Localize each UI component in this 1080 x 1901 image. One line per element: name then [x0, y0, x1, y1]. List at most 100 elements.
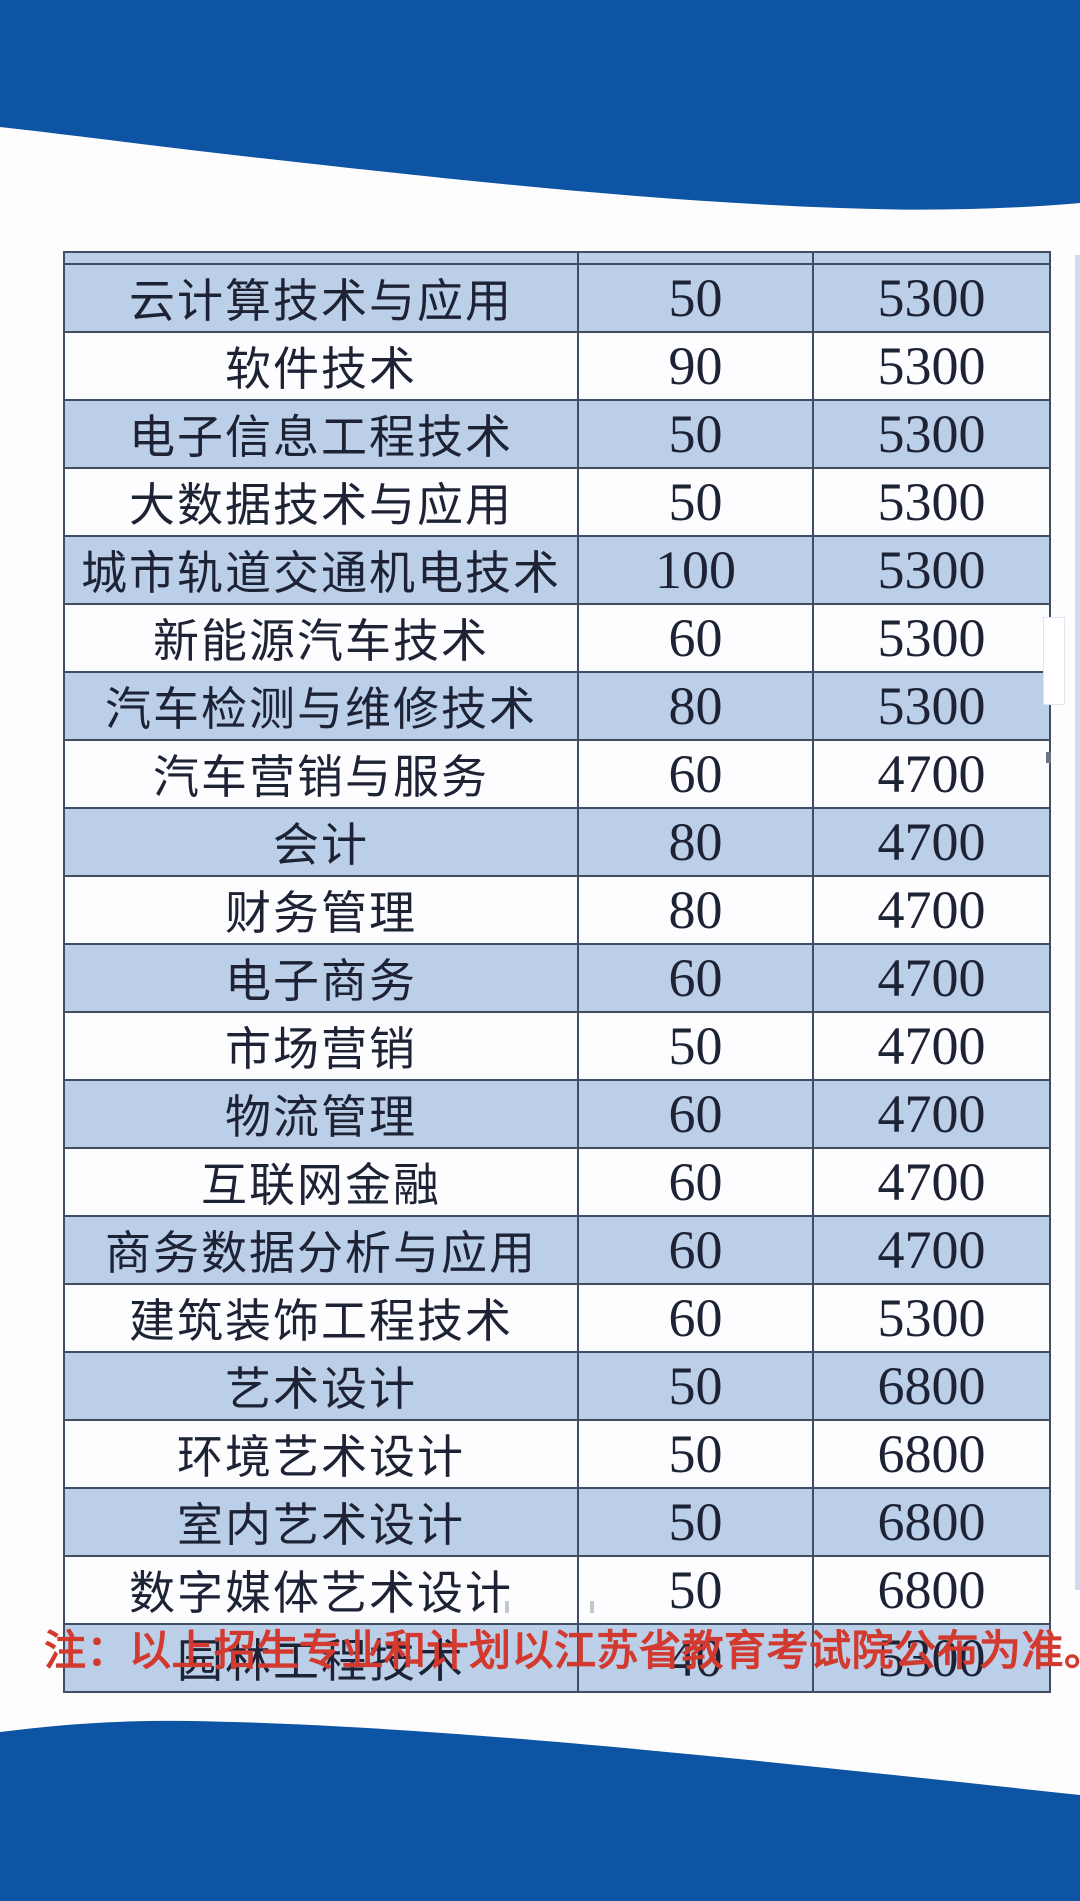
cell-planned-seats: 80 — [577, 807, 814, 877]
cell-tuition-fee: 5300 — [812, 399, 1051, 469]
cutoff-cell — [812, 251, 1051, 265]
cell-major: 云计算技术与应用 — [63, 263, 579, 333]
table-row: 新能源汽车技术 60 5300 — [63, 603, 1051, 673]
table-row: 汽车检测与维修技术 80 5300 — [63, 671, 1051, 741]
cell-planned-seats: 50 — [577, 1555, 814, 1625]
table-row: 汽车营销与服务 60 4700 — [63, 739, 1051, 809]
table-row: 软件技术 90 5300 — [63, 331, 1051, 401]
table-row: 大数据技术与应用 50 5300 — [63, 467, 1051, 537]
cell-major: 商务数据分析与应用 — [63, 1215, 579, 1285]
enrollment-table-body: 云计算技术与应用 50 5300 软件技术 90 5300 电子信息工程技术 5… — [63, 251, 1051, 1693]
note-text: 注：以上招生专业和计划以江苏省教育考试院公布为准。 — [44, 1627, 1080, 1674]
table-row: 室内艺术设计 50 6800 — [63, 1487, 1051, 1557]
artifact-dash — [505, 1601, 509, 1613]
enrollment-table: 云计算技术与应用 50 5300 软件技术 90 5300 电子信息工程技术 5… — [63, 251, 1051, 1693]
cell-planned-seats: 50 — [577, 399, 814, 469]
table-row: 电子信息工程技术 50 5300 — [63, 399, 1051, 469]
artifact-tick — [1046, 752, 1051, 763]
cell-major: 城市轨道交通机电技术 — [63, 535, 579, 605]
cell-planned-seats: 40 — [577, 1623, 814, 1693]
table-row: 互联网金融 60 4700 — [63, 1147, 1051, 1217]
cell-tuition-fee: 6800 — [812, 1419, 1051, 1489]
cell-planned-seats: 80 — [577, 671, 814, 741]
table-row: 环境艺术设计 50 6800 — [63, 1419, 1051, 1489]
table-row: 会计 80 4700 — [63, 807, 1051, 877]
cell-planned-seats: 50 — [577, 467, 814, 537]
cell-tuition-fee: 5300 — [812, 603, 1051, 673]
cell-planned-seats: 60 — [577, 1147, 814, 1217]
cell-tuition-fee: 6800 — [812, 1487, 1051, 1557]
cell-tuition-fee: 5300 — [812, 1623, 1051, 1693]
cell-tuition-fee: 6800 — [812, 1555, 1051, 1625]
bottom-banner-path — [0, 1720, 1080, 1901]
cell-major: 物流管理 — [63, 1079, 579, 1149]
cell-major: 电子商务 — [63, 943, 579, 1013]
table-row: 物流管理 60 4700 — [63, 1079, 1051, 1149]
cell-tuition-fee: 6800 — [812, 1351, 1051, 1421]
cutoff-cell — [63, 251, 579, 265]
cell-planned-seats: 60 — [577, 1079, 814, 1149]
cutoff-row — [63, 251, 1051, 265]
cell-tuition-fee: 5300 — [812, 263, 1051, 333]
cell-planned-seats: 80 — [577, 875, 814, 945]
cell-tuition-fee: 4700 — [812, 807, 1051, 877]
cell-major: 新能源汽车技术 — [63, 603, 579, 673]
cell-tuition-fee: 4700 — [812, 1079, 1051, 1149]
cell-planned-seats: 50 — [577, 1419, 814, 1489]
table-row: 园林工程技术 40 5300 — [63, 1623, 1051, 1693]
cell-planned-seats: 50 — [577, 263, 814, 333]
cell-tuition-fee: 5300 — [812, 331, 1051, 401]
cell-major: 财务管理 — [63, 875, 579, 945]
cell-tuition-fee: 5300 — [812, 1283, 1051, 1353]
cell-tuition-fee: 5300 — [812, 671, 1051, 741]
cell-major: 大数据技术与应用 — [63, 467, 579, 537]
table-row: 艺术设计 50 6800 — [63, 1351, 1051, 1421]
cutoff-cell — [577, 251, 814, 265]
cell-major: 市场营销 — [63, 1011, 579, 1081]
cell-tuition-fee: 5300 — [812, 535, 1051, 605]
table-row: 电子商务 60 4700 — [63, 943, 1051, 1013]
cell-tuition-fee: 5300 — [812, 467, 1051, 537]
cell-major: 电子信息工程技术 — [63, 399, 579, 469]
cell-major: 数字媒体艺术设计 — [63, 1555, 579, 1625]
cell-tuition-fee: 4700 — [812, 739, 1051, 809]
cell-planned-seats: 100 — [577, 535, 814, 605]
cell-planned-seats: 50 — [577, 1487, 814, 1557]
cell-tuition-fee: 4700 — [812, 943, 1051, 1013]
cell-tuition-fee: 4700 — [812, 1215, 1051, 1285]
cell-major: 环境艺术设计 — [63, 1419, 579, 1489]
cell-tuition-fee: 4700 — [812, 875, 1051, 945]
cell-major: 会计 — [63, 807, 579, 877]
table-row: 财务管理 80 4700 — [63, 875, 1051, 945]
cell-planned-seats: 60 — [577, 943, 814, 1013]
table-row: 云计算技术与应用 50 5300 — [63, 263, 1051, 333]
enrollment-table-wrap: 云计算技术与应用 50 5300 软件技术 90 5300 电子信息工程技术 5… — [63, 251, 1051, 1693]
cell-planned-seats: 60 — [577, 603, 814, 673]
cell-major: 园林工程技术 — [63, 1623, 579, 1693]
cell-tuition-fee: 4700 — [812, 1147, 1051, 1217]
bottom-banner-shape — [0, 1720, 1080, 1901]
artifact-box — [1043, 617, 1065, 705]
cell-planned-seats: 50 — [577, 1011, 814, 1081]
table-row: 商务数据分析与应用 60 4700 — [63, 1215, 1051, 1285]
cell-planned-seats: 60 — [577, 739, 814, 809]
top-banner-shape — [0, 0, 1080, 210]
cell-major: 互联网金融 — [63, 1147, 579, 1217]
cell-tuition-fee: 4700 — [812, 1011, 1051, 1081]
table-row: 市场营销 50 4700 — [63, 1011, 1051, 1081]
right-edge-strip — [1075, 255, 1080, 1590]
artifact-dash — [590, 1601, 594, 1613]
cell-major: 汽车营销与服务 — [63, 739, 579, 809]
cell-planned-seats: 50 — [577, 1351, 814, 1421]
cell-planned-seats: 60 — [577, 1283, 814, 1353]
cell-major: 室内艺术设计 — [63, 1487, 579, 1557]
table-row: 城市轨道交通机电技术 100 5300 — [63, 535, 1051, 605]
cell-planned-seats: 90 — [577, 331, 814, 401]
cell-planned-seats: 60 — [577, 1215, 814, 1285]
table-row: 数字媒体艺术设计 50 6800 — [63, 1555, 1051, 1625]
cell-major: 艺术设计 — [63, 1351, 579, 1421]
cell-major: 软件技术 — [63, 331, 579, 401]
top-banner-path — [0, 0, 1080, 210]
cell-major: 汽车检测与维修技术 — [63, 671, 579, 741]
cell-major: 建筑装饰工程技术 — [63, 1283, 579, 1353]
